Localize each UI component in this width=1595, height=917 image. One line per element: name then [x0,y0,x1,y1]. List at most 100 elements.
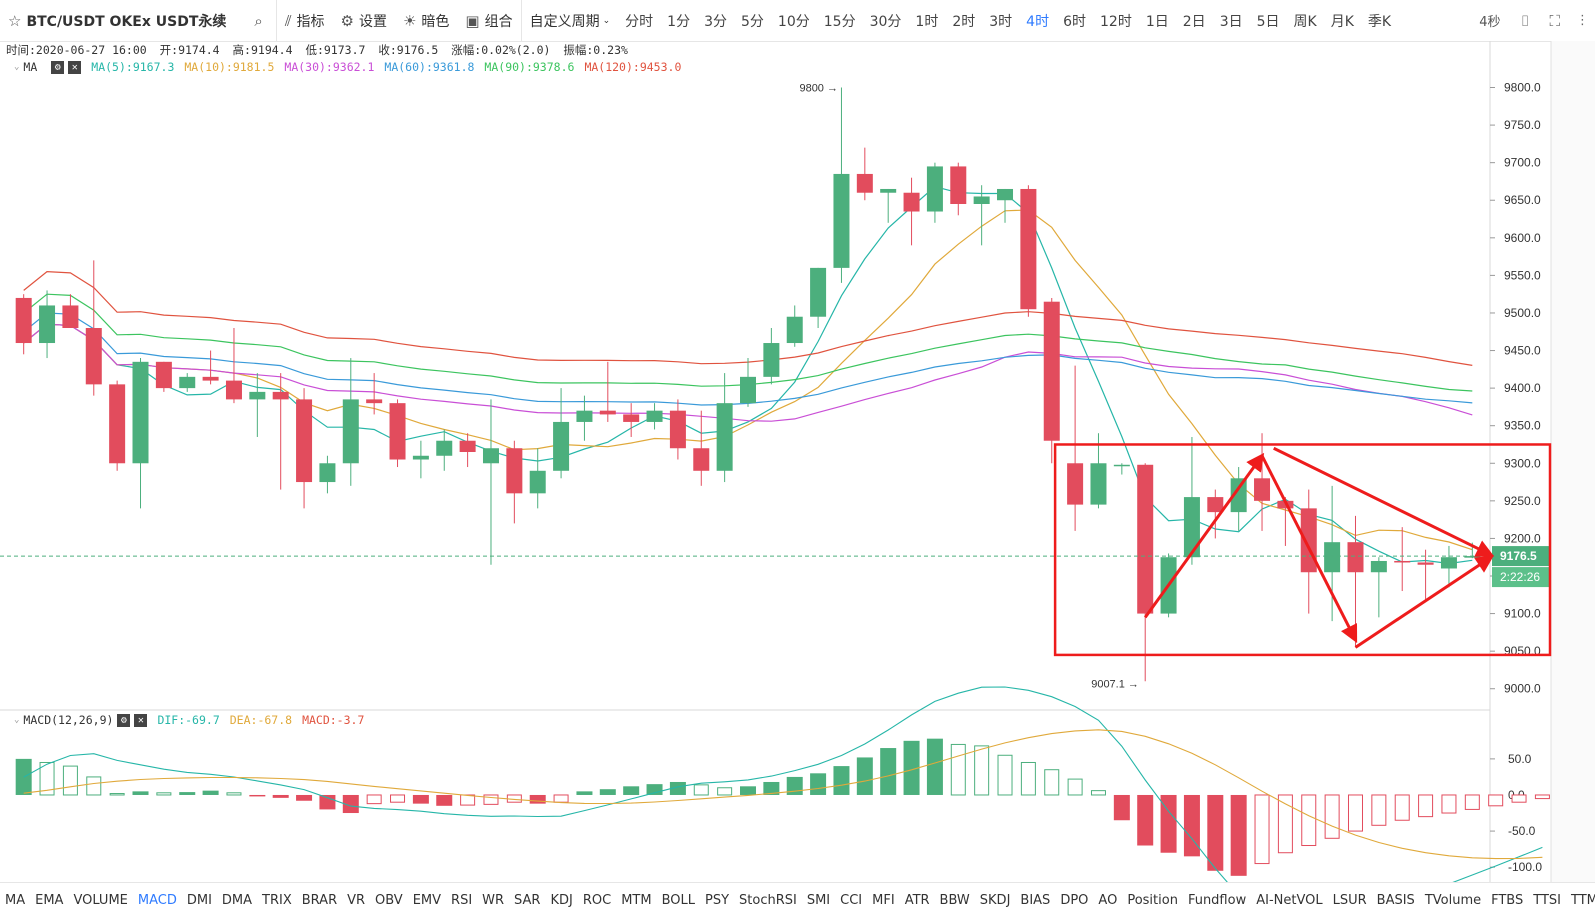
indicator-tab[interactable]: BIAS [1020,892,1051,908]
indicator-tab[interactable]: DMA [221,892,253,908]
indicator-tab[interactable]: KDJ [550,892,573,908]
more-icon[interactable]: ⋮ [1576,13,1589,28]
macd-axis-label: 50.0 [1508,752,1532,766]
macd-bar [1534,794,1550,800]
collapse-icon[interactable]: ⌄ [14,62,20,72]
period-tab[interactable]: 3日 [1219,13,1243,30]
macd-settings-icon[interactable]: ⚙ [117,713,131,727]
combo-button[interactable]: ▣ 组合 [457,0,520,41]
indicator-tab[interactable]: BBW [939,892,970,908]
indicator-tab[interactable]: TTMU [1571,892,1595,908]
macd-bar [1301,794,1317,847]
candle-body [1090,463,1107,505]
indicator-tab[interactable]: TRIX [262,892,292,908]
period-tab[interactable]: 12时 [1100,13,1132,30]
candle-body [85,328,102,385]
ma-settings-icon[interactable]: ⚙ [51,60,65,74]
period-tab[interactable]: 月K [1330,13,1354,30]
macd-bar [950,743,966,796]
period-tab[interactable]: 周K [1293,13,1317,30]
period-tab[interactable]: 3时 [989,13,1013,30]
custom-period-dropdown[interactable]: 自定义周期 ⌄ [522,0,619,41]
period-tab[interactable]: 15分 [823,13,856,30]
indicator-tab[interactable]: VOLUME [73,892,128,908]
indicators-button[interactable]: ⫽ 指标 [277,0,333,41]
macd-bar [1113,794,1130,821]
macd-bar [599,789,616,795]
period-tab[interactable]: 5日 [1256,13,1280,30]
period-tab[interactable]: 5分 [741,13,764,30]
indicator-tab[interactable]: TVolume [1424,892,1482,908]
indicator-tab[interactable]: BOLL [661,892,695,908]
theme-button[interactable]: ☀ 暗色 [395,0,457,41]
indicator-tab[interactable]: Position [1127,892,1178,908]
indicator-tab[interactable]: DPO [1060,892,1089,908]
indicator-tab[interactable]: VR [347,892,366,908]
indicator-tab[interactable]: AI-NetVOL [1256,892,1323,908]
settings-button[interactable]: ⚙ 设置 [333,0,395,41]
indicator-tab[interactable]: FTBS [1491,892,1524,908]
indicator-tab[interactable]: PSY [704,892,730,908]
period-tab[interactable]: 1分 [667,13,691,30]
candle-body [926,166,943,212]
indicator-tab[interactable]: EMA [35,892,64,908]
legend-value: MA(10):9181.5 [184,60,275,74]
indicator-tab[interactable]: MTM [621,892,652,908]
macd-bar [460,794,476,806]
right-panel [1551,41,1595,882]
star-icon[interactable]: ☆ [8,11,22,30]
indicator-tab[interactable]: BASIS [1376,892,1415,908]
candle-body [1067,463,1084,505]
period-tab[interactable]: 30分 [869,13,902,30]
current-price-tag [1492,546,1550,567]
period-tab[interactable]: 1日 [1145,13,1169,30]
period-tab[interactable]: 3分 [704,13,727,30]
indicator-tab[interactable]: BRAR [301,892,338,908]
price-axis-label: 9250.0 [1504,494,1541,508]
indicator-tab[interactable]: TTSI [1533,892,1561,908]
macd-bar [903,740,920,795]
macd-bar [553,794,569,803]
macd-bar [39,761,55,796]
indicator-tab[interactable]: DMI [186,892,212,908]
fullscreen-icon[interactable]: ⛶ [1549,11,1560,30]
indicator-tab[interactable]: MACD [137,892,177,908]
indicator-tab[interactable]: MFI [872,892,895,908]
indicator-tab[interactable]: StochRSI [739,892,797,908]
countdown-label: 2:22:26 [1500,570,1540,584]
indicator-tab[interactable]: ATR [904,892,930,908]
camera-icon[interactable]: ⌷ [1520,11,1530,30]
indicator-tab[interactable]: ROC [582,892,612,908]
period-tab[interactable]: 分时 [625,13,654,30]
candlestick-chart[interactable]: 9800.0 9750.0 9700.0 9650.0 9600.0 9550.0 9500… [0,0,1595,882]
indicator-tab[interactable]: WR [482,892,505,908]
period-tab[interactable]: 6时 [1063,13,1087,30]
period-tab[interactable]: 2时 [952,13,976,30]
indicator-tab[interactable]: AO [1098,892,1118,908]
indicator-tab[interactable]: SMI [806,892,831,908]
indicator-tab[interactable]: MA [5,892,26,908]
search-icon[interactable]: ⌕ [254,11,263,30]
indicator-tab[interactable]: EMV [412,892,442,908]
candle-body [1417,562,1434,565]
indicator-tab[interactable]: SAR [514,892,541,908]
macd-bar [1394,794,1410,821]
period-tab[interactable]: 季K [1367,13,1392,30]
period-tab[interactable]: 10分 [777,13,810,30]
period-tab[interactable]: 2日 [1182,13,1206,30]
period-tab[interactable]: 4时 [1026,13,1050,30]
macd-close-icon[interactable]: ✕ [134,713,148,727]
period-tab[interactable]: 1时 [915,13,939,30]
indicator-tab[interactable]: OBV [375,892,403,908]
indicator-tab[interactable]: LSUR [1332,892,1367,908]
symbol-selector[interactable]: ☆ BTC/USDT OKEx USDT永续 ⌕ [0,0,276,41]
legend-value: DEA:-67.8 [229,713,293,727]
indicator-tab[interactable]: RSI [451,892,473,908]
refresh-interval[interactable]: 4秒 [1479,15,1501,30]
macd-bar [272,794,289,798]
ma-close-icon[interactable]: ✕ [68,60,82,74]
collapse-icon[interactable]: ⌄ [14,715,20,725]
indicator-tab[interactable]: Fundflow [1187,892,1247,908]
indicator-tab[interactable]: CCI [840,892,863,908]
indicator-tab[interactable]: SKDJ [979,892,1011,908]
